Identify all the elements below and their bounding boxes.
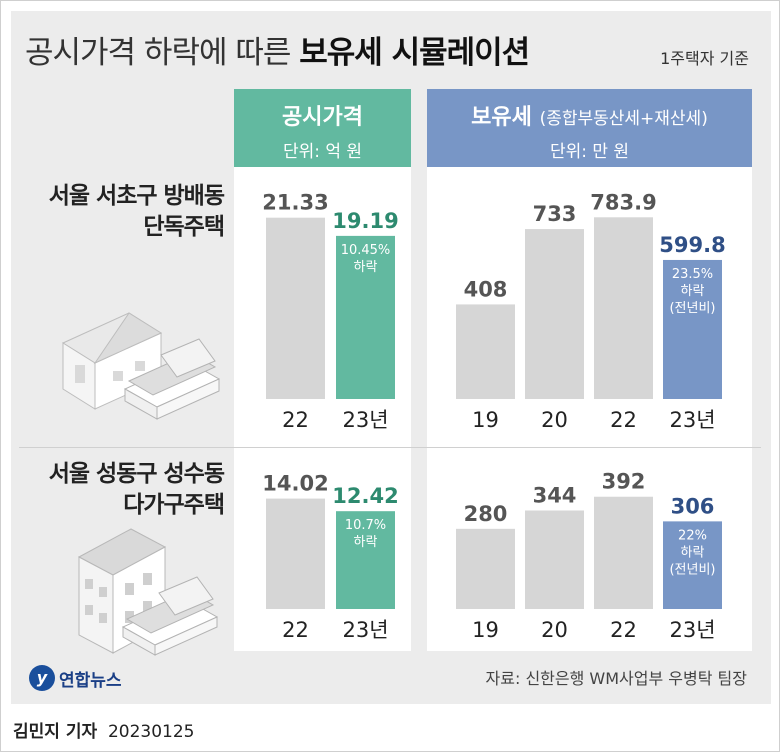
x-tick-label: 22 (610, 408, 637, 432)
bar-value-label: 12.42 (332, 484, 398, 508)
bar (336, 235, 395, 399)
bar-annotation: (전년비) (669, 301, 715, 316)
x-tick-label: 23년 (669, 618, 715, 642)
title-bold: 보유세 시뮬레이션 (299, 35, 530, 71)
bar-annotation: 10.45% (341, 243, 391, 258)
row1-line1: 서울 서초구 방배동 (48, 183, 225, 209)
bar-value-label: 344 (533, 483, 577, 507)
yonhap-logo: y 연합뉴스 (29, 665, 122, 691)
bar-annotation: 하락 (681, 545, 705, 560)
x-tick-label: 22 (282, 618, 309, 642)
bar-value-label: 280 (464, 502, 508, 526)
bar (594, 217, 653, 399)
bar (663, 259, 722, 399)
x-tick-label: 22 (282, 408, 309, 432)
x-tick-label: 23년 (342, 408, 388, 432)
bar-value-label: 306 (671, 494, 715, 518)
header-tax-title: 보유세 (종합부동산세+재산세) (427, 99, 752, 131)
title-light: 공시가격 하락에 따른 (25, 35, 291, 71)
x-tick-label: 20 (541, 408, 568, 432)
banknotes-icon (123, 338, 221, 420)
publish-date: 20230125 (107, 722, 195, 742)
x-tick-label: 23년 (342, 618, 388, 642)
bar (525, 229, 584, 399)
logo-text: 연합뉴스 (59, 670, 122, 691)
row1-line2: 단독주택 (143, 214, 225, 240)
bar (456, 528, 515, 609)
header-tax-sublabel: (종합부동산세+재산세) (539, 109, 708, 129)
row-divider (19, 447, 761, 448)
row-label-2: 서울 성동구 성수동 다가구주택 (48, 459, 225, 521)
row2-line2: 다가구주택 (123, 492, 225, 518)
house-icon (61, 312, 163, 410)
bar (266, 217, 325, 399)
basis-note: 1주택자 기준 (660, 49, 749, 68)
source-note: 자료: 신한은행 WM사업부 우병탁 팀장 (485, 669, 747, 688)
bar-value-label: 408 (464, 277, 508, 301)
bar (525, 510, 584, 609)
header-tax-unit: 단위: 만 원 (549, 142, 630, 162)
header-price-unit: 단위: 억 원 (282, 142, 363, 162)
page-title: 공시가격 하락에 따른 보유세 시뮬레이션 (25, 27, 530, 72)
banknotes-icon (121, 576, 219, 656)
x-tick-label: 19 (472, 408, 499, 432)
row-label-1: 서울 서초구 방배동 단독주택 (48, 181, 225, 243)
credit-line: 김민지 기자 20230125 (13, 717, 194, 742)
bar (456, 304, 515, 399)
bar-value-label: 783.9 (590, 190, 656, 214)
header-price: 공시가격 단위: 억 원 (234, 89, 411, 167)
bar-annotation: 하락 (354, 260, 378, 275)
bar-annotation: 22% (678, 528, 707, 543)
x-tick-label: 19 (472, 618, 499, 642)
bar-value-label: 21.33 (262, 191, 328, 215)
bar-annotation: 하락 (354, 535, 378, 550)
bar-value-label: 733 (533, 202, 577, 226)
header-tax: 보유세 (종합부동산세+재산세) 단위: 만 원 (427, 89, 752, 167)
bar (663, 521, 722, 609)
bar (336, 511, 395, 609)
row2-line1: 서울 성동구 성수동 (48, 461, 225, 487)
header-price-label: 공시가격 (282, 105, 363, 130)
x-tick-label: 22 (610, 618, 637, 642)
logo-mark-icon: y (29, 665, 55, 691)
chart-bars: 21.33 22 19.19 23년 10.45% 하락 408 19 733 20 783.9 22… (262, 190, 725, 642)
bar-value-label: 19.19 (332, 209, 398, 233)
bar-value-label: 14.02 (262, 472, 328, 496)
reporter-name: 김민지 기자 (13, 722, 98, 742)
bar (266, 498, 325, 609)
bar-value-label: 599.8 (659, 233, 725, 257)
header-tax-label: 보유세 (471, 105, 532, 130)
bar (594, 496, 653, 609)
x-tick-label: 20 (541, 618, 568, 642)
bar-annotation: (전년비) (669, 562, 715, 577)
bar-annotation: 10.7% (345, 518, 386, 533)
x-tick-label: 23년 (669, 408, 715, 432)
bar-annotation: 23.5% (672, 267, 713, 282)
bar-annotation: 하락 (681, 284, 705, 299)
bar-value-label: 392 (602, 470, 646, 494)
